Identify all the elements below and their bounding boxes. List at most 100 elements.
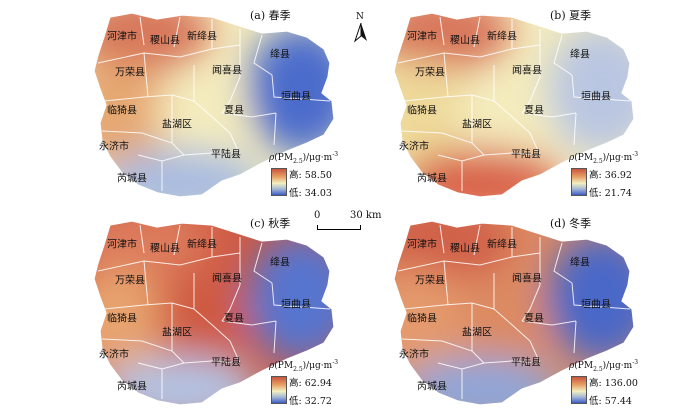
- county-label: 绛县: [270, 257, 290, 269]
- county-label: 闻喜县: [212, 65, 242, 77]
- county-border: [221, 112, 277, 118]
- legend-color-ramp: [271, 168, 287, 196]
- county-border: [221, 320, 277, 326]
- county-label: 芮城县: [417, 381, 447, 393]
- concentration-zone-south: [402, 356, 562, 405]
- county-label: 垣曲县: [581, 299, 611, 311]
- county-label: 永济市: [99, 349, 129, 361]
- legend-color-ramp: [271, 376, 287, 404]
- concentration-zone-south: [102, 356, 262, 405]
- legend-low-value: 低: 21.74: [589, 188, 632, 199]
- county-border: [401, 130, 485, 156]
- concentration-surface: [394, 13, 634, 197]
- city-outline: [93, 12, 335, 198]
- county-border: [571, 282, 631, 310]
- county-label: 盐湖区: [162, 119, 192, 131]
- county-label: 万荣县: [415, 275, 445, 287]
- county-border: [509, 114, 541, 156]
- county-label: 平陆县: [211, 357, 241, 369]
- concentration-zone-west: [94, 268, 172, 378]
- color-legend: ρ(PM2.5)/μg·m-3 高: 36.92 低: 21.74: [569, 151, 659, 203]
- color-legend: ρ(PM2.5)/μg·m-3 高: 136.00 低: 57.44: [569, 359, 659, 411]
- county-border: [271, 282, 331, 310]
- county-label: 闻喜县: [512, 273, 542, 285]
- county-border: [97, 252, 241, 272]
- legend-high-value: 高: 58.50: [289, 170, 332, 181]
- county-border: [221, 76, 241, 114]
- map-panel-summer: 河津市 稷山县 新绛县 万荣县 闻喜县 绛县 临猗县 盐湖区 夏县 垣曲县 永济市 平陆县 芮城县 (b)…: [362, 5, 662, 205]
- county-label: 垣曲县: [281, 299, 311, 311]
- county-map: [393, 12, 635, 198]
- county-label: 永济市: [399, 141, 429, 153]
- county-label: 临猗县: [107, 105, 137, 117]
- county-border: [397, 252, 541, 272]
- legend-title: ρ(PM2.5)/μg·m-3: [569, 359, 639, 373]
- legend-color-ramp: [571, 168, 587, 196]
- color-legend: ρ(PM2.5)/μg·m-3 高: 62.94 低: 32.72: [269, 359, 359, 411]
- map-panel-autumn: 河津市 稷山县 新绛县 万荣县 闻喜县 绛县 临猗县 盐湖区 夏县 垣曲县 永济市 平陆县 芮城县 (c)…: [62, 213, 362, 413]
- county-label: 万荣县: [415, 67, 445, 79]
- north-arrow: N: [352, 12, 370, 46]
- concentration-zone-center: [457, 283, 547, 363]
- county-label: 平陆县: [511, 357, 541, 369]
- county-label: 绛县: [570, 257, 590, 269]
- county-border: [439, 224, 445, 254]
- county-border: [209, 322, 241, 364]
- scale-zero: 0: [314, 210, 321, 221]
- panel-title: (a) 春季: [250, 9, 291, 22]
- county-label: 平陆县: [211, 149, 241, 161]
- county-border: [397, 44, 541, 64]
- county-label: 垣曲县: [581, 91, 611, 103]
- panel-title: (d) 冬季: [550, 217, 592, 230]
- county-label: 盐湖区: [462, 119, 492, 131]
- county-border: [143, 260, 149, 306]
- county-label: 芮城县: [417, 173, 447, 185]
- county-label: 盐湖区: [162, 327, 192, 339]
- scale-bar: 0 30 km: [312, 210, 392, 232]
- county-border: [139, 16, 145, 46]
- county-border: [521, 76, 541, 114]
- county-border: [443, 260, 449, 306]
- county-border: [273, 320, 277, 354]
- county-label: 稷山县: [450, 35, 480, 47]
- county-border: [209, 114, 241, 156]
- county-label: 绛县: [570, 49, 590, 61]
- county-border: [553, 242, 573, 284]
- county-label: 河津市: [107, 31, 137, 43]
- legend-low-value: 低: 32.72: [289, 396, 332, 407]
- county-label: 临猗县: [107, 313, 137, 325]
- county-border: [271, 74, 331, 102]
- county-border: [493, 65, 511, 116]
- panel-title: (c) 秋季: [250, 217, 291, 230]
- legend-low-value: 低: 34.03: [289, 188, 332, 199]
- concentration-zone-south: [102, 148, 262, 197]
- county-border: [173, 224, 181, 256]
- county-label: 河津市: [407, 31, 437, 43]
- county-border: [139, 224, 145, 254]
- county-map: [93, 220, 335, 406]
- county-map: [393, 220, 635, 406]
- county-border: [137, 152, 241, 162]
- county-border: [573, 320, 577, 354]
- city-outline: [393, 220, 635, 406]
- county-label: 新绛县: [187, 31, 217, 43]
- concentration-zone-west: [394, 60, 472, 170]
- county-border: [403, 94, 495, 102]
- concentration-zone-west: [394, 268, 472, 378]
- county-border: [571, 74, 631, 102]
- county-border: [473, 224, 481, 256]
- scale-line: [317, 225, 361, 230]
- county-border: [437, 360, 541, 370]
- county-map: [93, 12, 335, 198]
- county-border: [443, 52, 449, 98]
- county-label: 盐湖区: [462, 327, 492, 339]
- county-label: 芮城县: [117, 173, 147, 185]
- county-border: [553, 34, 573, 76]
- map-panel-spring: 河津市 稷山县 新绛县 万荣县 闻喜县 绛县 临猗县 盐湖区 夏县 垣曲县 永济市 平陆县 芮城县 (a)…: [62, 5, 362, 205]
- county-border: [493, 273, 511, 324]
- county-border: [509, 322, 541, 364]
- county-label: 永济市: [99, 141, 129, 153]
- county-label: 万荣县: [115, 275, 145, 287]
- county-border: [137, 360, 241, 370]
- county-border: [253, 242, 273, 284]
